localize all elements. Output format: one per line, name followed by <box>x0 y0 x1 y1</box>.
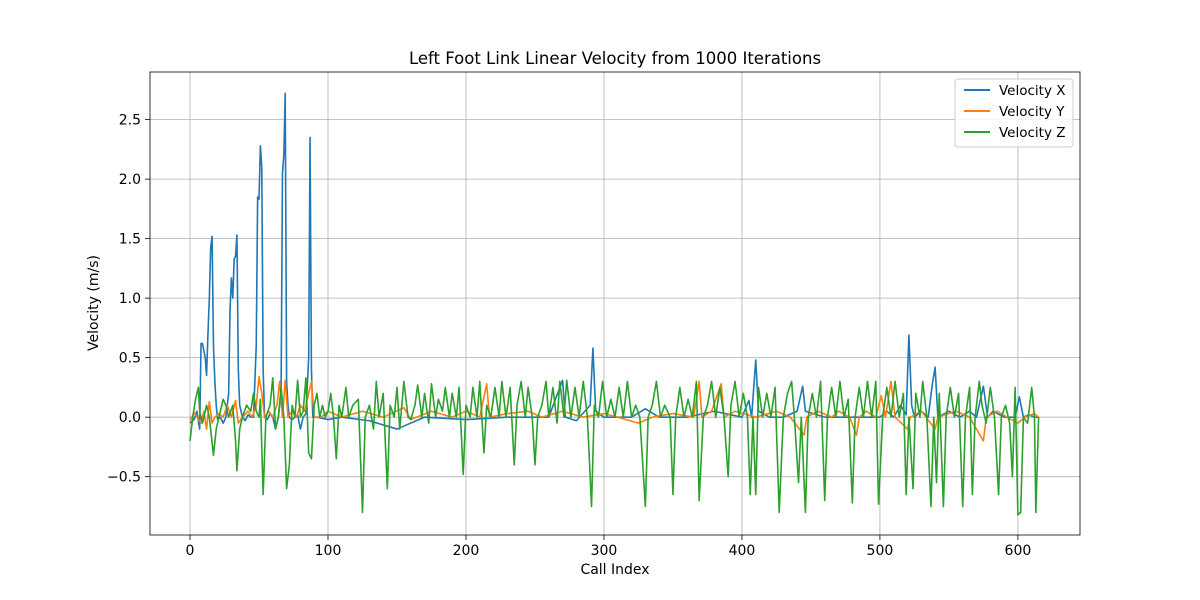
x-axis-label: Call Index <box>580 562 649 578</box>
x-tick-label: 500 <box>867 543 894 559</box>
x-tick-label: 0 <box>186 543 195 559</box>
y-tick-label: 0.5 <box>119 351 141 367</box>
plot-frame <box>149 71 1081 536</box>
legend-label-velocity-z: Velocity Z <box>999 125 1066 141</box>
legend: Velocity X Velocity Y Velocity Z <box>954 78 1074 148</box>
series-line-velocity-z <box>189 377 1040 516</box>
y-tick-label: 1.0 <box>119 291 141 307</box>
series-lines <box>189 92 1040 516</box>
y-tick-label: 1.5 <box>119 232 141 248</box>
y-axis-label: Velocity (m/s) <box>86 255 102 351</box>
legend-label-velocity-y: Velocity Y <box>999 104 1065 120</box>
grid-lines <box>150 72 1080 535</box>
y-tick-label: 2.5 <box>119 113 141 129</box>
x-tick-label: 400 <box>729 543 756 559</box>
x-tick-label: 200 <box>453 543 480 559</box>
y-axis-ticks: −0.5 0.0 0.5 1.0 1.5 2.0 2.5 <box>107 113 150 486</box>
y-tick-label: −0.5 <box>107 470 141 486</box>
plot-area <box>189 92 1040 516</box>
x-tick-label: 300 <box>591 543 618 559</box>
chart-title: Left Foot Link Linear Velocity from 1000… <box>409 49 821 68</box>
legend-label-velocity-x: Velocity X <box>999 83 1066 99</box>
x-tick-label: 100 <box>315 543 342 559</box>
x-tick-label: 600 <box>1005 543 1032 559</box>
x-axis-ticks: 0 100 200 300 400 500 600 <box>186 535 1032 559</box>
y-tick-label: 2.0 <box>119 172 141 188</box>
y-tick-label: 0.0 <box>119 410 141 426</box>
legend-box <box>954 78 1074 148</box>
